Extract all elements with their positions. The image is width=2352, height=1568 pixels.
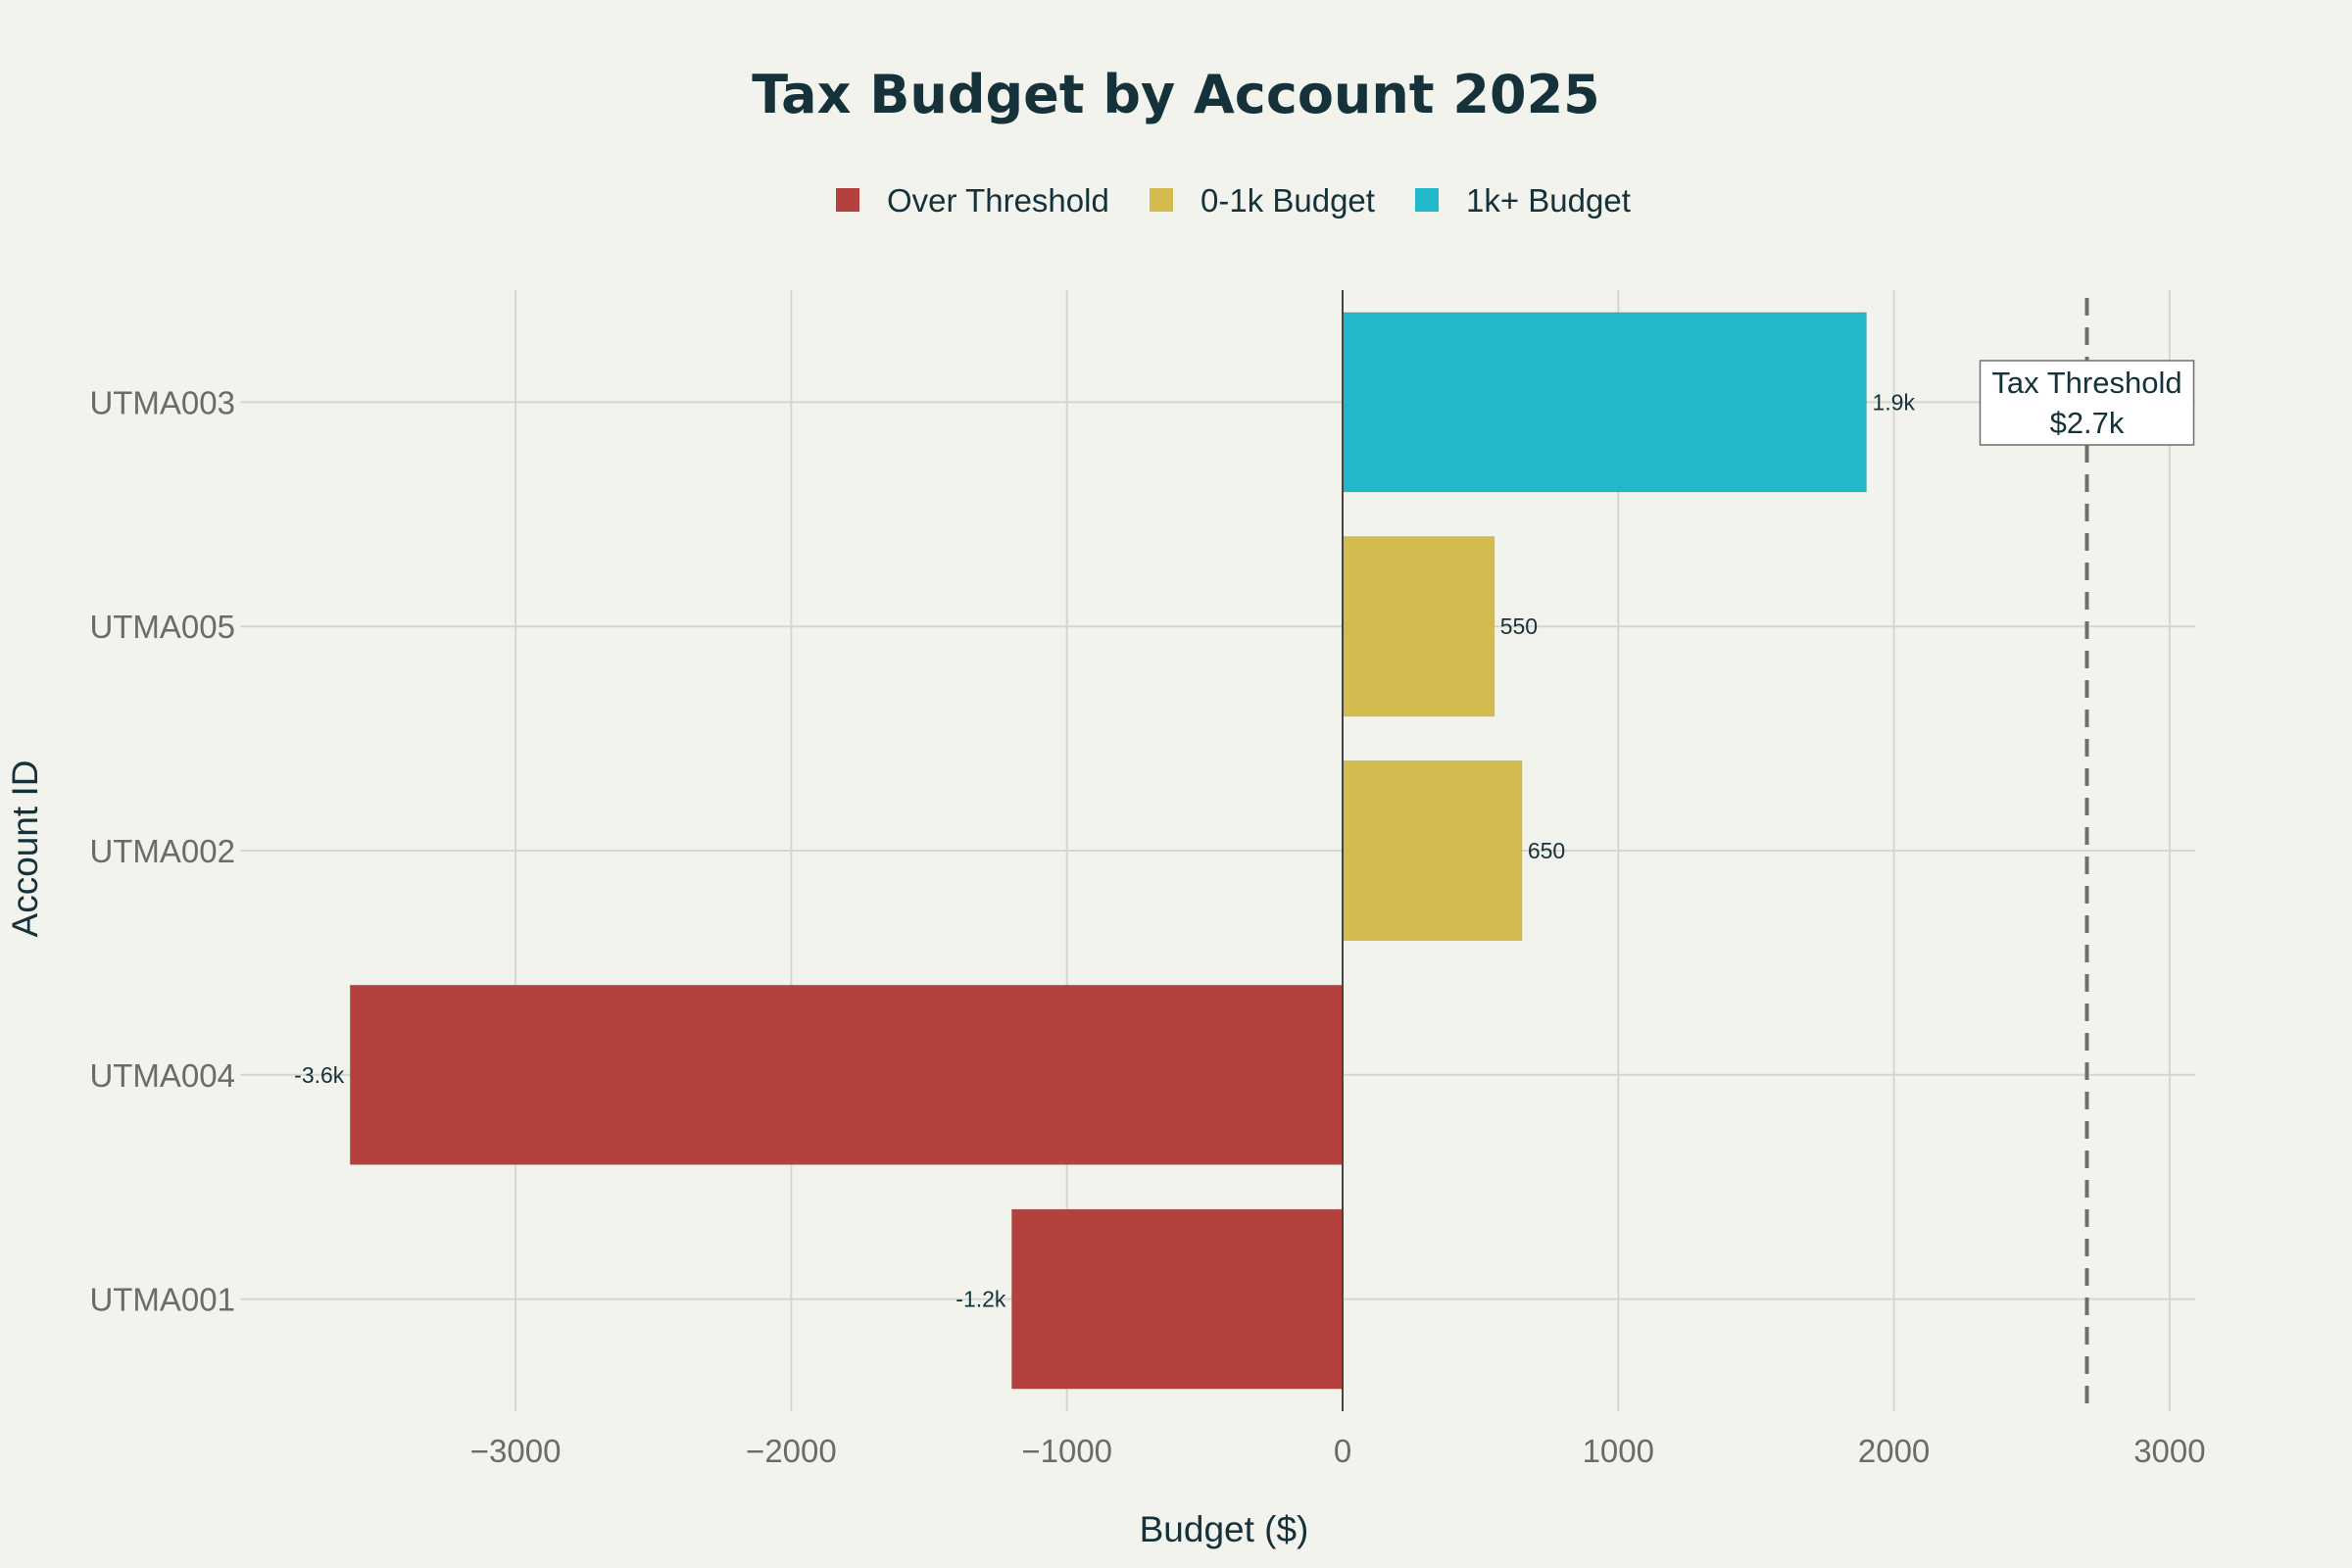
legend-swatch bbox=[1150, 188, 1173, 212]
y-axis-title: Account ID bbox=[5, 760, 45, 938]
bar-utma002 bbox=[1342, 760, 1523, 942]
bar-utma003 bbox=[1342, 312, 1867, 493]
x-tick-label: 0 bbox=[1334, 1433, 1351, 1469]
bar-utma005 bbox=[1342, 536, 1495, 717]
x-axis-title: Budget ($) bbox=[1140, 1509, 1309, 1549]
bar-value-label: 1.9k bbox=[1872, 389, 1915, 415]
bar-value-label: 550 bbox=[1500, 613, 1538, 639]
y-tick-label: UTMA003 bbox=[89, 384, 235, 420]
bar-utma004 bbox=[349, 984, 1344, 1165]
bar-value-label: 650 bbox=[1528, 838, 1565, 863]
legend-swatch bbox=[836, 188, 859, 212]
x-tick-label: 3000 bbox=[2133, 1433, 2205, 1469]
threshold-label: Tax Threshold bbox=[1991, 366, 2181, 400]
legend-item: Over Threshold bbox=[836, 182, 1109, 219]
x-tick-label: −1000 bbox=[1021, 1433, 1112, 1469]
x-tick-label: 2000 bbox=[1858, 1433, 1930, 1469]
y-axis-ticks: UTMA003 UTMA005 UTMA002 UTMA004 UTMA001 bbox=[89, 384, 235, 1317]
y-tick-label: UTMA002 bbox=[89, 833, 235, 869]
legend-label: 0-1k Budget bbox=[1200, 182, 1375, 219]
tax-threshold-marker: Tax Threshold $2.7k bbox=[1979, 298, 2195, 1411]
bars: 1.9k 550 650 -3.6k -1.2k bbox=[294, 290, 1915, 1411]
bar-utma001 bbox=[1010, 1208, 1344, 1390]
legend: Over Threshold 0-1k Budget 1k+ Budget bbox=[836, 182, 1631, 219]
x-tick-label: −2000 bbox=[746, 1433, 837, 1469]
bar-value-label: -1.2k bbox=[956, 1287, 1006, 1312]
legend-label: Over Threshold bbox=[887, 182, 1109, 219]
x-tick-label: −3000 bbox=[470, 1433, 562, 1469]
x-axis-ticks: −3000 −2000 −1000 0 1000 2000 3000 bbox=[470, 1433, 2206, 1469]
chart-title: Tax Budget by Account 2025 bbox=[752, 64, 1599, 125]
y-tick-label: UTMA004 bbox=[89, 1057, 235, 1094]
x-tick-label: 1000 bbox=[1583, 1433, 1654, 1469]
y-tick-label: UTMA005 bbox=[89, 609, 235, 645]
legend-label: 1k+ Budget bbox=[1466, 182, 1631, 219]
threshold-value: $2.7k bbox=[2050, 406, 2125, 440]
legend-item: 1k+ Budget bbox=[1415, 182, 1631, 219]
y-tick-label: UTMA001 bbox=[89, 1282, 235, 1318]
legend-swatch bbox=[1415, 188, 1439, 212]
threshold-annotation-box bbox=[1979, 360, 2195, 446]
bar-value-label: -3.6k bbox=[294, 1062, 345, 1088]
legend-item: 0-1k Budget bbox=[1150, 182, 1375, 219]
